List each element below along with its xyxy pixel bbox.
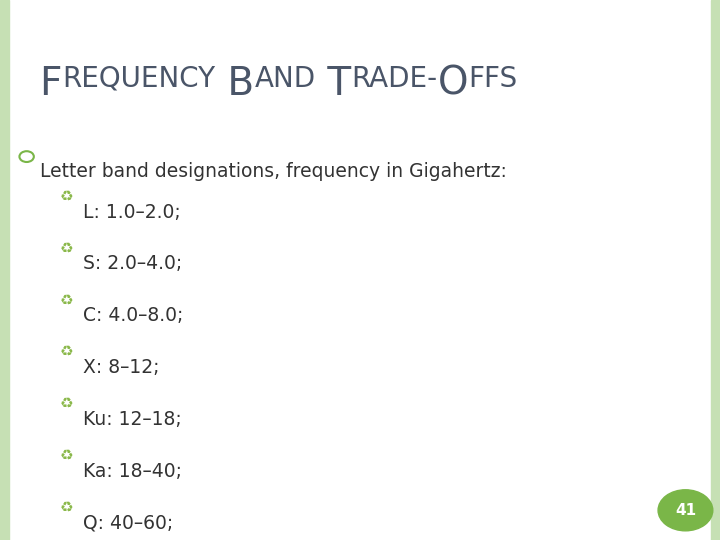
Text: T: T <box>315 65 351 103</box>
Text: ♻: ♻ <box>60 293 73 308</box>
Text: REQUENCY: REQUENCY <box>62 65 215 93</box>
Text: X: 8–12;: X: 8–12; <box>83 358 159 377</box>
Text: ♻: ♻ <box>60 345 73 360</box>
Text: RADE-: RADE- <box>351 65 438 93</box>
Text: ♻: ♻ <box>60 241 73 256</box>
Text: FFS: FFS <box>468 65 518 93</box>
Bar <box>0 0 9 540</box>
Text: Letter band designations, frequency in Gigahertz:: Letter band designations, frequency in G… <box>40 162 506 181</box>
Circle shape <box>658 490 713 531</box>
Text: L: 1.0–2.0;: L: 1.0–2.0; <box>83 202 181 221</box>
Text: ♻: ♻ <box>60 448 73 463</box>
Text: 41: 41 <box>675 503 696 518</box>
Text: B: B <box>215 65 254 103</box>
Bar <box>711 0 720 540</box>
Text: F: F <box>40 65 62 103</box>
Text: Q: 40–60;: Q: 40–60; <box>83 514 173 532</box>
Text: Ku: 12–18;: Ku: 12–18; <box>83 410 181 429</box>
Text: C: 4.0–8.0;: C: 4.0–8.0; <box>83 306 183 325</box>
Text: ♻: ♻ <box>60 396 73 411</box>
Text: AND: AND <box>254 65 315 93</box>
Text: ♻: ♻ <box>60 189 73 204</box>
Text: S: 2.0–4.0;: S: 2.0–4.0; <box>83 254 182 273</box>
Text: O: O <box>438 65 468 103</box>
Text: Ka: 18–40;: Ka: 18–40; <box>83 462 181 481</box>
Text: ♻: ♻ <box>60 500 73 515</box>
